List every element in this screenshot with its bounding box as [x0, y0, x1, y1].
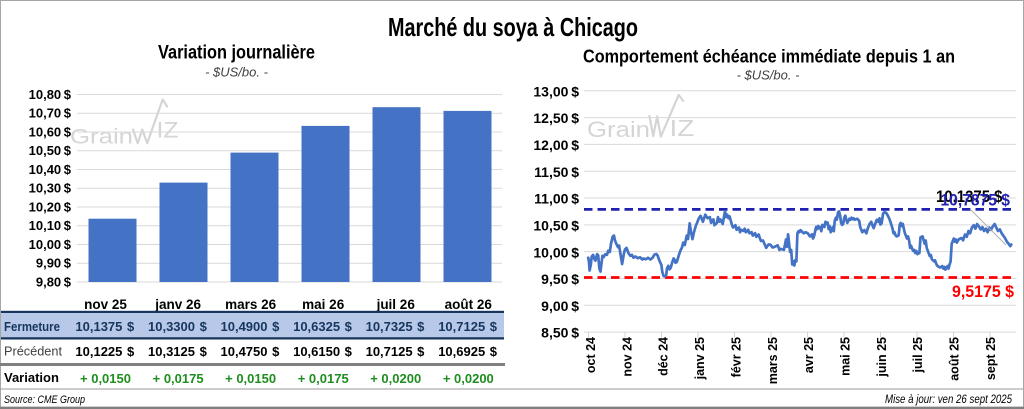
svg-text:juil 25: juil 25	[911, 337, 925, 373]
svg-text:+ 0,0175: + 0,0175	[298, 371, 349, 386]
svg-text:+ 0,0200: + 0,0200	[370, 371, 421, 386]
svg-text:10,50 $: 10,50 $	[29, 143, 72, 158]
svg-text:IZ: IZ	[157, 118, 179, 143]
svg-text:10,30 $: 10,30 $	[29, 181, 72, 196]
svg-text:10,7875 $: 10,7875 $	[941, 191, 1011, 210]
svg-text:$: $	[490, 319, 498, 334]
svg-text:Variation journalière: Variation journalière	[158, 43, 315, 64]
svg-text:$: $	[417, 344, 425, 359]
svg-text:10,1375 $: 10,1375 $	[936, 187, 1003, 206]
svg-text:$: $	[200, 319, 208, 334]
svg-text:10,7125: 10,7125	[438, 319, 485, 334]
svg-text:avr 25: avr 25	[802, 337, 816, 373]
svg-text:10,40 $: 10,40 $	[29, 162, 72, 177]
svg-text:10,3125: 10,3125	[148, 344, 195, 359]
svg-text:11,50 $: 11,50 $	[534, 164, 579, 180]
svg-text:- $US/bo. -: - $US/bo. -	[205, 65, 269, 80]
svg-text:10,6150: 10,6150	[293, 344, 340, 359]
svg-text:oct 24: oct 24	[584, 337, 598, 373]
svg-text:mars 25: mars 25	[766, 337, 780, 384]
svg-text:$: $	[345, 319, 353, 334]
svg-text:juil 26: juil 26	[376, 297, 416, 312]
svg-text:10,1375: 10,1375	[75, 319, 122, 334]
svg-text:10,20 $: 10,20 $	[29, 199, 72, 214]
svg-text:10,60 $: 10,60 $	[29, 124, 72, 139]
svg-text:Source: CME Group: Source: CME Group	[4, 394, 85, 406]
svg-text:Mise à jour: ven 26 sept 2025: Mise à jour: ven 26 sept 2025	[885, 392, 1012, 406]
svg-text:$: $	[127, 319, 135, 334]
svg-text:10,3300: 10,3300	[148, 319, 195, 334]
svg-text:mars 26: mars 26	[225, 297, 277, 312]
svg-text:Fermeture: Fermeture	[4, 319, 60, 334]
svg-text:- $US/bo. -: - $US/bo. -	[737, 68, 801, 83]
svg-text:10,00 $: 10,00 $	[29, 237, 72, 252]
svg-text:févr 25: févr 25	[729, 337, 743, 377]
svg-text:mai 26: mai 26	[302, 297, 345, 312]
svg-text:+ 0,0150: + 0,0150	[80, 371, 131, 386]
svg-text:sept 25: sept 25	[984, 337, 998, 380]
svg-text:10,10 $: 10,10 $	[29, 218, 72, 233]
svg-text:$: $	[127, 344, 135, 359]
svg-text:10,4900: 10,4900	[221, 319, 268, 334]
svg-text:$: $	[490, 344, 498, 359]
svg-text:10,70 $: 10,70 $	[29, 106, 72, 121]
svg-text:11,00 $: 11,00 $	[534, 191, 579, 207]
svg-text:9,5175 $: 9,5175 $	[952, 282, 1014, 301]
svg-text:10,6325: 10,6325	[293, 319, 340, 334]
svg-text:10,00 $: 10,00 $	[533, 244, 579, 260]
svg-text:12,50 $: 12,50 $	[533, 110, 579, 126]
svg-text:+ 0,0175: + 0,0175	[153, 371, 204, 386]
svg-text:nov 24: nov 24	[620, 337, 634, 377]
svg-text:août 25: août 25	[948, 337, 962, 381]
svg-text:$: $	[200, 344, 208, 359]
svg-text:nov 25: nov 25	[84, 297, 127, 312]
svg-text:IZ: IZ	[670, 115, 695, 141]
svg-text:+ 0,0200: + 0,0200	[443, 371, 494, 386]
svg-text:juin 25: juin 25	[875, 337, 889, 378]
svg-text:9,50 $: 9,50 $	[541, 271, 579, 287]
svg-text:10,80 $: 10,80 $	[29, 87, 72, 102]
svg-text:janv 26: janv 26	[154, 297, 201, 312]
svg-text:10,50 $: 10,50 $	[533, 218, 579, 234]
svg-text:10,4750: 10,4750	[221, 344, 268, 359]
svg-text:$: $	[272, 344, 280, 359]
svg-text:Variation: Variation	[4, 370, 59, 385]
svg-text:8,50 $: 8,50 $	[541, 325, 579, 341]
svg-text:Précédent: Précédent	[4, 344, 62, 359]
svg-text:13,00 $: 13,00 $	[533, 83, 579, 99]
svg-text:9,80 $: 9,80 $	[36, 274, 72, 289]
svg-text:août 26: août 26	[445, 297, 493, 312]
svg-text:$: $	[345, 344, 353, 359]
svg-text:12,00 $: 12,00 $	[533, 137, 579, 153]
svg-text:$: $	[272, 319, 280, 334]
svg-text:janv 25: janv 25	[693, 337, 707, 380]
svg-text:10,7125: 10,7125	[366, 344, 413, 359]
svg-text:+ 0,0150: + 0,0150	[225, 371, 276, 386]
svg-text:10,6925: 10,6925	[438, 344, 485, 359]
svg-text:$: $	[417, 319, 425, 334]
svg-text:Grain: Grain	[70, 126, 133, 149]
svg-text:9,00 $: 9,00 $	[541, 298, 579, 314]
svg-text:déc 24: déc 24	[657, 337, 671, 376]
svg-text:Marché du soya à Chicago: Marché du soya à Chicago	[388, 12, 638, 42]
svg-text:mai 25: mai 25	[839, 337, 853, 376]
svg-text:9,90 $: 9,90 $	[36, 256, 72, 271]
svg-text:Grain: Grain	[587, 117, 650, 142]
svg-text:Comportement échéance immédiat: Comportement échéance immédiate depuis 1…	[583, 46, 955, 67]
svg-text:10,7325: 10,7325	[366, 319, 413, 334]
svg-text:10,1225: 10,1225	[75, 344, 122, 359]
